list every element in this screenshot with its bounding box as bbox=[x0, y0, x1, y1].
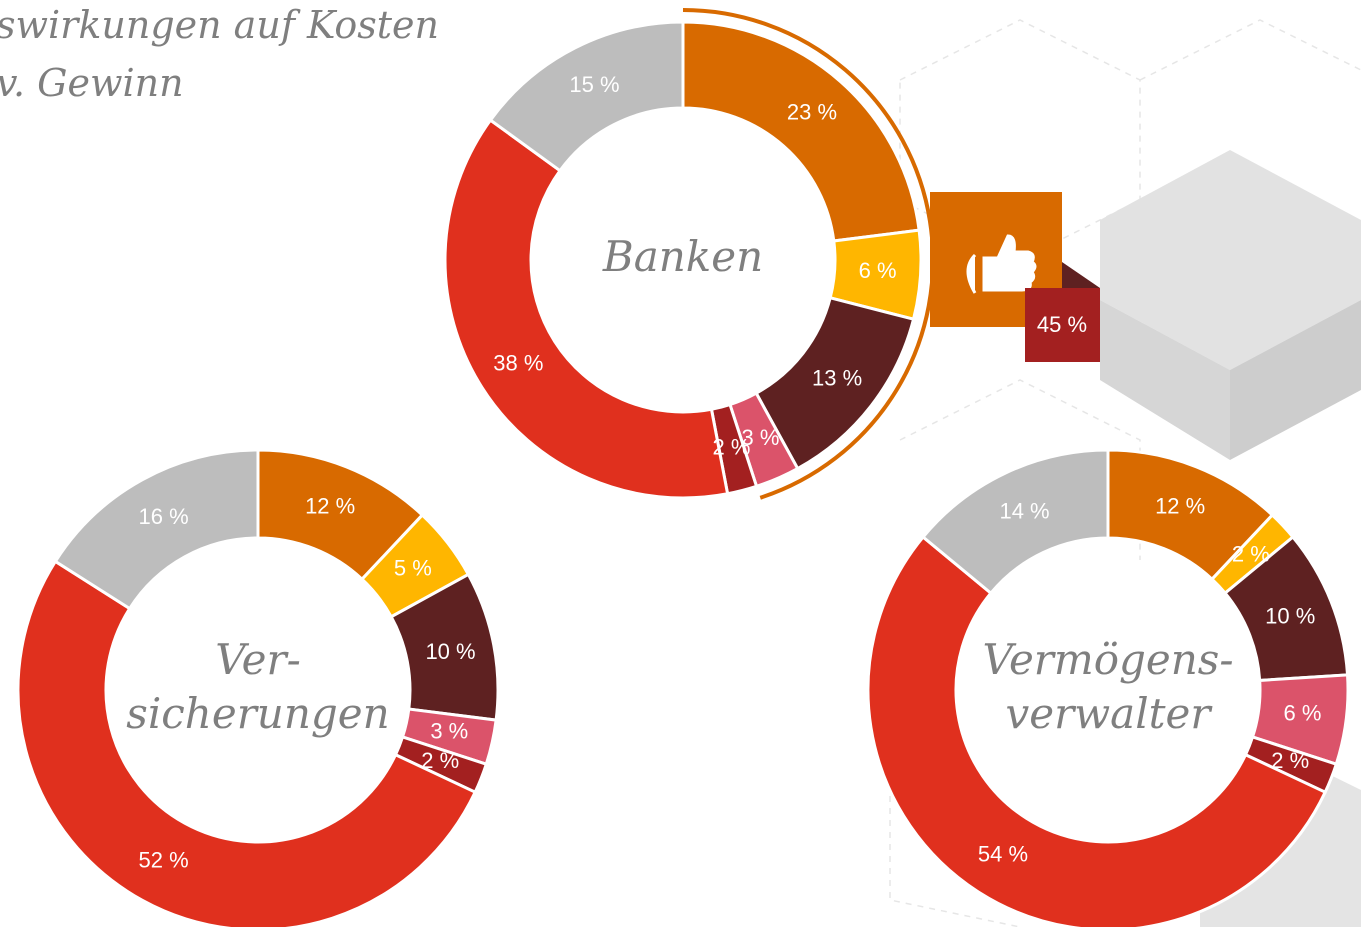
callout-value: 45 % bbox=[1037, 312, 1087, 337]
slice-label: 5 % bbox=[394, 556, 432, 581]
slice-label: 6 % bbox=[1283, 700, 1321, 725]
slice-label: 52 % bbox=[138, 848, 188, 873]
donut-slice bbox=[683, 22, 919, 241]
donut-center-label: verwalter bbox=[1006, 689, 1214, 738]
heading-line: v. Gewinn bbox=[0, 61, 184, 105]
page: swirkungen auf Kosten v. Gewinn 23 % 6 % 1… bbox=[0, 0, 1361, 927]
slice-label: 10 % bbox=[1265, 604, 1315, 629]
slice-label: 3 % bbox=[430, 719, 468, 744]
donut-center-label: Ver- bbox=[215, 635, 301, 684]
slice-label: 12 % bbox=[1155, 494, 1205, 519]
slice-label: 2 % bbox=[421, 748, 459, 773]
slice-label: 10 % bbox=[425, 639, 475, 664]
slice-label: 12 % bbox=[305, 494, 355, 519]
slice-label: 38 % bbox=[493, 350, 543, 375]
slice-label: 2 % bbox=[1271, 748, 1309, 773]
heading-line: swirkungen auf Kosten bbox=[0, 3, 439, 47]
slice-label: 54 % bbox=[978, 841, 1028, 866]
slice-label: 6 % bbox=[859, 258, 897, 283]
slice-label: 2 % bbox=[713, 435, 751, 460]
slice-label: 14 % bbox=[999, 498, 1049, 523]
slice-label: 13 % bbox=[812, 365, 862, 390]
donut-center-label: sicherungen bbox=[126, 689, 389, 738]
slice-label: 15 % bbox=[569, 72, 619, 97]
donut-center-label: Banken bbox=[602, 232, 763, 281]
slice-label: 23 % bbox=[787, 100, 837, 125]
donut-center-label: Vermögens- bbox=[982, 635, 1233, 684]
donut-slice bbox=[445, 120, 728, 498]
slice-label: 16 % bbox=[138, 504, 188, 529]
slice-label: 2 % bbox=[1232, 542, 1270, 567]
